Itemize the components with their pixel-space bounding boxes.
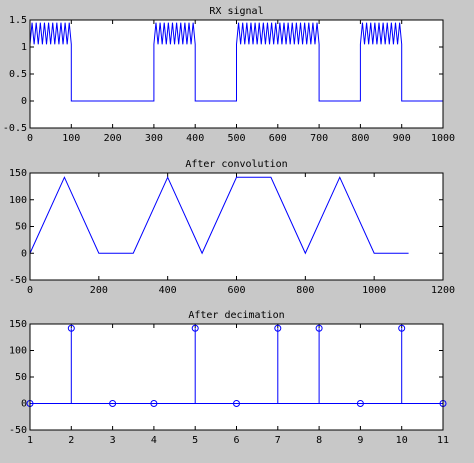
x-tick-label: 1 (27, 435, 33, 446)
x-tick-label: 2 (68, 435, 74, 446)
x-tick-label: 800 (351, 133, 369, 144)
x-tick-label: 800 (296, 285, 314, 296)
axes-frame (29, 172, 444, 281)
x-tick-label: 9 (357, 435, 363, 446)
x-tick-label: 11 (437, 435, 449, 446)
x-tick-label: 0 (27, 133, 33, 144)
x-tick-label: 200 (104, 133, 122, 144)
x-tick-label: 300 (145, 133, 163, 144)
x-tick-label: 1000 (431, 133, 455, 144)
stem-marker (315, 324, 323, 332)
x-tick-label: 600 (269, 133, 287, 144)
y-tick-label: 0 (21, 399, 27, 410)
y-tick-label: 150 (9, 168, 27, 179)
x-tick-label: 500 (227, 133, 245, 144)
stem-marker (274, 324, 282, 332)
y-tick-label: 0.5 (9, 69, 27, 80)
data-line (29, 22, 443, 102)
y-tick-label: 0 (21, 96, 27, 107)
x-tick-label: 6 (233, 435, 239, 446)
x-tick-label: 1000 (362, 285, 386, 296)
x-tick-label: 600 (227, 285, 245, 296)
y-tick-label: -50 (9, 275, 27, 286)
y-tick-label: -0.5 (3, 123, 27, 134)
x-tick-label: 8 (316, 435, 322, 446)
y-tick-label: 150 (9, 319, 27, 330)
stem-marker (67, 324, 75, 332)
y-tick-label: 1 (21, 42, 27, 53)
stem-marker (191, 324, 199, 332)
x-tick-label: 3 (110, 435, 116, 446)
y-tick-label: 50 (15, 372, 27, 383)
y-tick-label: -50 (9, 425, 27, 436)
y-tick-label: 1.5 (9, 15, 27, 26)
x-tick-label: 0 (27, 285, 33, 296)
x-tick-label: 5 (192, 435, 198, 446)
axes-background (30, 173, 443, 280)
y-tick-label: 100 (9, 195, 27, 206)
x-tick-label: 400 (159, 285, 177, 296)
plot-title: After decimation (188, 310, 284, 321)
x-tick-label: 4 (151, 435, 157, 446)
x-tick-label: 7 (275, 435, 281, 446)
x-tick-label: 700 (310, 133, 328, 144)
axes-frame (29, 323, 444, 431)
x-tick-label: 200 (90, 285, 108, 296)
x-tick-label: 1200 (431, 285, 455, 296)
y-tick-label: 100 (9, 346, 27, 357)
stem-marker (398, 324, 406, 332)
data-line (29, 176, 409, 255)
x-tick-label: 900 (393, 133, 411, 144)
x-tick-label: 400 (186, 133, 204, 144)
plot-title: RX signal (209, 6, 263, 17)
x-tick-label: 100 (62, 133, 80, 144)
axes-background (30, 324, 443, 430)
axes-frame (29, 19, 444, 129)
plot-title: After convolution (185, 159, 287, 170)
y-tick-label: 0 (21, 248, 27, 259)
x-tick-label: 10 (396, 435, 408, 446)
y-tick-label: 50 (15, 222, 27, 233)
